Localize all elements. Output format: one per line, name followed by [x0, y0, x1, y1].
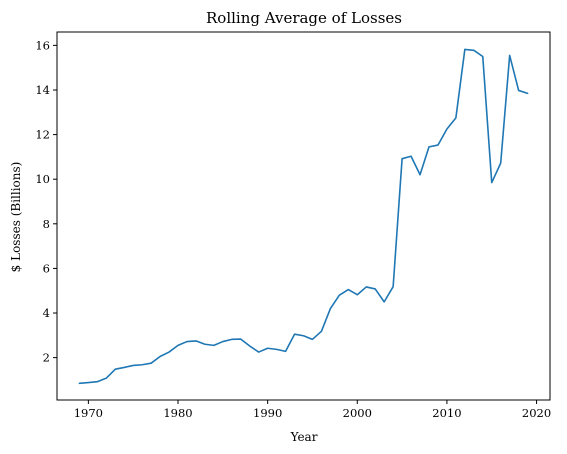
y-tick-label: 10 — [35, 172, 50, 186]
y-tick-label: 6 — [43, 261, 50, 275]
y-tick-label: 8 — [43, 217, 50, 231]
plot-frame — [56, 31, 551, 401]
y-tick-label: 14 — [35, 83, 50, 97]
y-tick-label: 4 — [43, 306, 50, 320]
x-tick-label: 1970 — [74, 406, 103, 420]
y-axis-ticks: 2 4 6 8 10 12 14 16 — [35, 38, 57, 365]
y-tick-label: 12 — [35, 128, 50, 142]
x-tick-label: 1980 — [163, 406, 192, 420]
x-axis-ticks: 1970 1980 1990 2000 2010 2020 — [74, 400, 551, 420]
y-tick-label: 2 — [43, 351, 50, 365]
x-tick-label: 2020 — [522, 406, 551, 420]
losses-series-line — [78, 48, 529, 385]
x-tick-label: 2000 — [343, 406, 372, 420]
y-axis-label: $ Losses (Billions) — [9, 162, 23, 273]
x-tick-label: 1990 — [253, 406, 282, 420]
y-tick-label: 16 — [35, 38, 50, 52]
chart-title: Rolling Average of Losses — [206, 9, 402, 27]
x-axis-label: Year — [290, 430, 318, 444]
x-tick-label: 2010 — [432, 406, 461, 420]
